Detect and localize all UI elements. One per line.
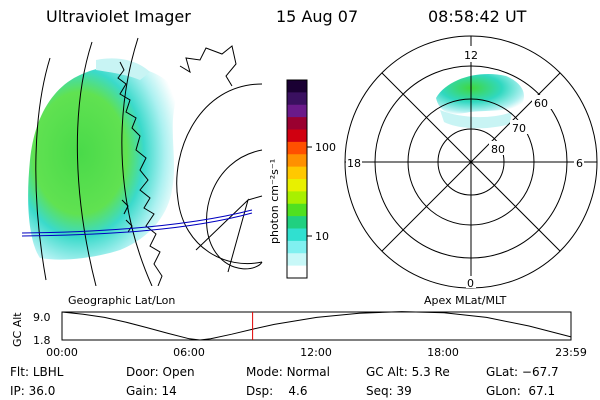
colorbar-segment [287, 253, 307, 267]
mode-value: Normal [286, 365, 330, 379]
mlt-label-0: 0 [467, 277, 474, 290]
colorbar-tick-label-10: 10 [315, 230, 329, 243]
gcalt-label: GC Alt: [366, 365, 408, 379]
flt-label: Flt: [10, 365, 29, 379]
mode-label: Mode: [246, 365, 283, 379]
longitude-circle [176, 83, 263, 265]
status-gcalt: GC Alt: 5.3 Re [366, 365, 450, 379]
colorbar-segment [287, 216, 307, 229]
colorbar-segment [287, 80, 307, 93]
lat-label-60: 60 [534, 97, 548, 110]
glon-label: GLon: [486, 384, 521, 398]
colorbar-segment [287, 191, 307, 205]
mlt-label-18: 18 [347, 157, 361, 170]
coastline-islands [121, 199, 133, 233]
gcalt-value: 5.3 Re [411, 365, 450, 379]
glat-label: GLat: [486, 365, 519, 379]
aurora-speckle-left [96, 58, 150, 80]
latitude-arc-2 [76, 41, 97, 286]
aurora-emission-right [436, 74, 525, 114]
lat-label-80: 80 [491, 143, 505, 156]
mlt-label-12: 12 [464, 49, 478, 62]
colorbar-segment [287, 166, 307, 180]
orbit-track [22, 209, 253, 234]
time-label: 08:58:42 UT [428, 7, 527, 26]
altitude-ytick-top: 9.0 [33, 311, 51, 324]
door-value: Open [162, 365, 195, 379]
polar-plot: 12 18 6 0 60 70 80 [344, 35, 598, 290]
latitude-arc-1 [35, 57, 51, 281]
coastline [117, 61, 163, 286]
colorbar-segment [287, 117, 307, 130]
altitude-plot-frame [61, 311, 572, 341]
altitude-ytick-bottom: 1.8 [33, 334, 51, 347]
map-grid [35, 37, 263, 286]
status-flt: Flt: LBHL [10, 365, 63, 379]
colorbar: 100 10 photon cm⁻²s⁻¹ [268, 79, 336, 279]
flt-value: LBHL [32, 365, 64, 379]
glon-value: 67.1 [528, 384, 556, 398]
altitude-axis-label: GC Alt [11, 312, 24, 347]
meridian-line-2 [247, 195, 263, 201]
meridian-line-1 [195, 198, 249, 273]
instrument-title: Ultraviolet Imager [46, 7, 191, 26]
dsp-value: 4.6 [288, 384, 308, 398]
colorbar-label: photon cm⁻²s⁻¹ [268, 159, 281, 244]
geographic-map-label: Geographic Lat/Lon [68, 294, 175, 307]
xtick-label-0000: 00:00 [46, 346, 78, 359]
apex-map-label: Apex MLat/MLT [424, 294, 507, 307]
geographic-map [22, 37, 263, 286]
altitude-panel: GC Alt 9.0 1.8 00:00 06:00 12:00 18:00 2… [11, 311, 587, 359]
seq-value: 39 [396, 384, 412, 398]
status-dsp: Dsp: 4.6 [246, 384, 308, 398]
status-mode: Mode: Normal [246, 365, 330, 379]
colorbar-segment [287, 141, 307, 155]
dsp-label: Dsp: [246, 384, 274, 398]
status-glat: GLat: −67.7 [486, 365, 559, 379]
colorbar-frame [286, 79, 308, 279]
gain-label: Gain: [126, 384, 158, 398]
coastline-upper [179, 45, 237, 87]
orbit-track-2 [22, 212, 253, 237]
aurora-emission-left [28, 66, 176, 260]
colorbar-segment [287, 228, 307, 242]
xtick-label-2359: 23:59 [555, 346, 587, 359]
latitude-arc-3 [121, 37, 153, 286]
glat-value: −67.7 [521, 365, 559, 379]
status-glon: GLon: 67.1 [486, 384, 555, 398]
gain-value: 14 [161, 384, 177, 398]
colorbar-segment [287, 92, 307, 106]
status-door: Door: Open [126, 365, 195, 379]
aurora-speckle-right [440, 110, 512, 129]
date-label: 15 Aug 07 [276, 7, 359, 26]
lat-label-70: 70 [512, 122, 526, 135]
longitude-ellipse [206, 149, 263, 270]
mlt-label-6: 6 [576, 157, 583, 170]
status-seq: Seq: 39 [366, 384, 412, 398]
colorbar-segment [287, 179, 307, 192]
xtick-label-1200: 12:00 [300, 346, 332, 359]
ip-label: IP: [10, 384, 25, 398]
colorbar-segment [287, 265, 307, 279]
door-label: Door: [126, 365, 159, 379]
colorbar-segment [287, 240, 307, 254]
xtick-label-0600: 06:00 [173, 346, 205, 359]
status-ip: IP: 36.0 [10, 384, 55, 398]
polar-axis-diag-2 [381, 72, 561, 252]
colorbar-tick-label-100: 100 [315, 141, 336, 154]
status-gain: Gain: 14 [126, 384, 177, 398]
colorbar-segment [287, 104, 307, 118]
altitude-series-line [61, 311, 572, 341]
colorbar-segment [287, 203, 307, 217]
xtick-label-1800: 18:00 [427, 346, 459, 359]
colorbar-segment [287, 154, 307, 168]
ip-value: 36.0 [28, 384, 56, 398]
colorbar-segment [287, 129, 307, 143]
seq-label: Seq: [366, 384, 393, 398]
